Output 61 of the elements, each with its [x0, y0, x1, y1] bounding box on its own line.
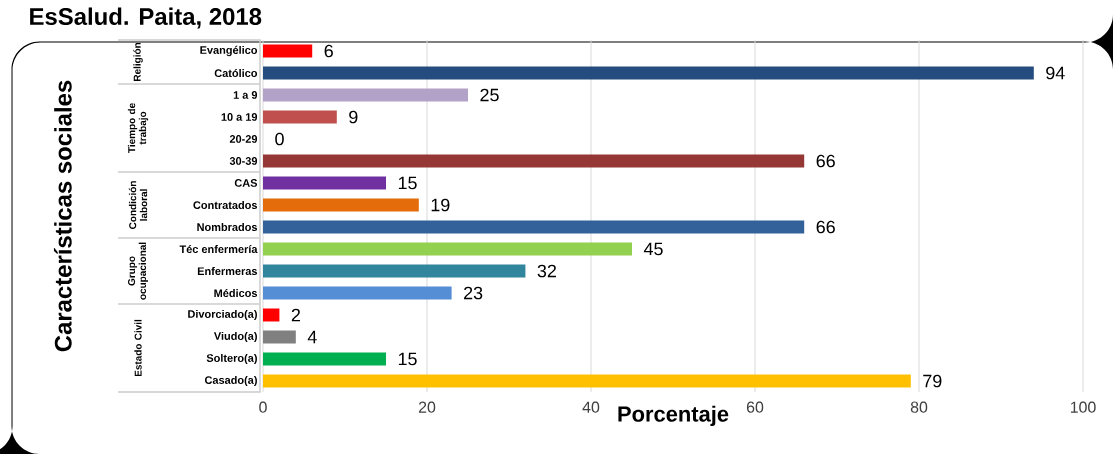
- text: Estado Civil: [134, 319, 142, 377]
- x-tick-label: 60: [746, 401, 764, 413]
- data-label: 45: [643, 242, 663, 256]
- data-label: 6: [324, 44, 333, 58]
- text: Grupo ocupacional: [128, 242, 148, 300]
- y-tick-label: 20-29: [229, 135, 258, 143]
- x-tick-label: 40: [582, 401, 600, 413]
- text: Condición laboral: [128, 181, 148, 229]
- y-tick-label: Médicos: [214, 288, 258, 298]
- y-tick-label: Casado(a): [204, 375, 257, 387]
- bar: [263, 66, 1034, 80]
- x-tick-label: 20: [418, 401, 436, 413]
- y-tick-label: Contratados: [193, 200, 258, 210]
- bar: [263, 154, 805, 168]
- y-tick-label: Evangélico: [200, 45, 258, 57]
- data-label: 9: [349, 110, 358, 124]
- bar: [263, 88, 469, 102]
- bar: [263, 242, 633, 256]
- x-tick-label: 100: [1070, 401, 1096, 413]
- bar: [263, 352, 387, 366]
- data-label: 94: [1046, 66, 1065, 80]
- bar: [263, 176, 387, 190]
- bar: [263, 330, 296, 344]
- data-label: 79: [923, 374, 942, 388]
- x-axis-title: Porcentaje: [618, 405, 729, 427]
- y-tick-label: Téc enfermería: [179, 244, 258, 254]
- bar: [263, 286, 452, 300]
- data-label: 66: [816, 154, 835, 168]
- y-tick-label: 1 a 9: [233, 91, 258, 99]
- data-label: 66: [816, 220, 835, 234]
- text: Tiempo de trabajo: [127, 103, 149, 153]
- y-tick-label: Católico: [214, 68, 258, 78]
- bar: [263, 110, 337, 124]
- y-tick-label: CAS: [234, 179, 258, 187]
- bar: [263, 264, 526, 278]
- y-tick-label: Soltero(a): [206, 353, 257, 365]
- data-label: 15: [398, 176, 417, 190]
- data-label: 4: [307, 330, 317, 344]
- bar: [263, 374, 911, 388]
- y-tick-label: Nombrados: [197, 222, 258, 232]
- data-label: 19: [431, 198, 450, 212]
- chart-title: EsSalud. Paita, 2018: [30, 7, 262, 29]
- y-tick-label: Viudo(a): [213, 331, 257, 343]
- y-tick-label: Divorciado(a): [188, 309, 257, 321]
- data-label: 15: [398, 352, 417, 366]
- bar: [263, 198, 419, 212]
- x-tick-label: 0: [259, 401, 267, 413]
- data-label: 23: [464, 286, 483, 300]
- data-label: 25: [480, 88, 499, 102]
- bar: [263, 308, 280, 322]
- data-label: 0: [275, 132, 284, 146]
- y-tick-label: Enfermeras: [197, 266, 258, 276]
- data-label: 2: [291, 308, 301, 322]
- y-axis-title: Características sociales: [53, 80, 72, 352]
- y-tick-label: 30-39: [229, 157, 258, 165]
- data-label: 32: [537, 264, 556, 278]
- bar: [263, 220, 805, 234]
- y-tick-label: 10 a 19: [221, 113, 258, 121]
- bar: [263, 44, 313, 58]
- text: Religión: [133, 42, 143, 81]
- x-tick-label: 80: [910, 401, 928, 413]
